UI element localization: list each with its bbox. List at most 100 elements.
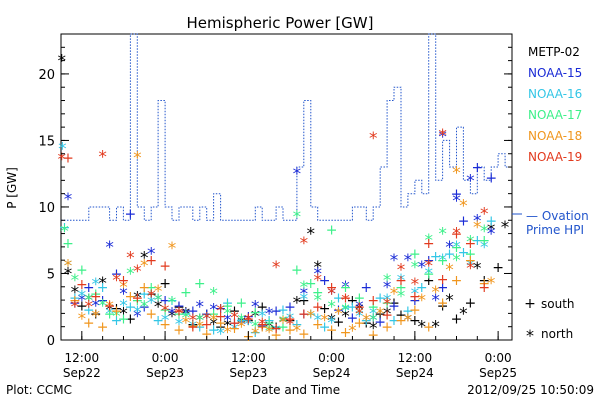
symbol-legend-glyph: + — [524, 296, 536, 312]
data-point-south: + — [229, 316, 241, 332]
data-point-south: + — [471, 160, 483, 176]
data-point-north: * — [189, 311, 198, 331]
data-point-north: * — [431, 291, 440, 311]
data-point-north: * — [251, 307, 260, 327]
data-point-north: * — [383, 304, 392, 324]
data-point-north: * — [452, 163, 461, 183]
data-point-south: + — [444, 247, 456, 263]
data-point-south: + — [125, 289, 137, 305]
data-point-north: * — [64, 190, 73, 210]
data-point-north: * — [230, 308, 239, 328]
data-point-south: + — [256, 317, 268, 333]
data-point-south: + — [145, 253, 157, 269]
data-point-south: + — [62, 236, 74, 252]
data-point-north: * — [327, 284, 336, 304]
data-point-north: * — [313, 311, 322, 331]
data-point-north: * — [445, 291, 454, 311]
data-point-south: + — [97, 280, 109, 296]
data-point-south: + — [187, 318, 199, 334]
data-point-north: * — [293, 322, 302, 342]
data-point-south: + — [326, 223, 338, 239]
data-point-south: + — [69, 296, 81, 312]
data-point-south: + — [451, 227, 463, 243]
data-point-south: + — [173, 300, 185, 316]
x-tick-date: Sep24 — [313, 366, 351, 380]
x-tick-time: 0:00 — [152, 351, 179, 365]
data-point-south: + — [319, 320, 331, 336]
data-point-north: * — [334, 304, 343, 324]
data-point-north: * — [251, 324, 260, 344]
data-point-south: + — [465, 247, 477, 263]
data-point-north: * — [237, 311, 246, 331]
data-point-south: + — [451, 187, 463, 203]
data-point-north: * — [369, 129, 378, 149]
data-point-north: * — [105, 298, 114, 318]
data-point-north: * — [445, 238, 454, 258]
data-point-north: * — [438, 251, 447, 271]
data-point-south: + — [180, 285, 192, 301]
data-point-south: + — [423, 266, 435, 282]
x-axis: 12:00Sep220:00Sep2312:00Sep230:00Sep2412… — [60, 331, 517, 380]
data-point-north: * — [501, 218, 510, 238]
data-point-south: + — [478, 280, 490, 296]
data-point-north: * — [216, 302, 225, 322]
chart-title: Hemispheric Power [GW] — [187, 14, 374, 32]
data-point-north: * — [71, 283, 80, 303]
data-point-north: * — [230, 320, 239, 340]
data-point-north: * — [168, 239, 177, 259]
data-point-south: + — [201, 306, 213, 322]
data-point-south: + — [353, 316, 365, 332]
y-axis-label: P [GW] — [5, 167, 19, 209]
data-point-north: * — [286, 310, 295, 330]
data-point-south: + — [145, 286, 157, 302]
data-point-north: * — [119, 284, 128, 304]
data-point-north: * — [452, 238, 461, 258]
data-point-south: + — [284, 300, 296, 316]
data-point-north: * — [140, 249, 149, 269]
data-point-south: + — [381, 308, 393, 324]
data-point-north: * — [390, 251, 399, 271]
data-point-north: * — [265, 304, 274, 324]
data-point-north: * — [466, 171, 475, 191]
data-point-north: * — [182, 306, 191, 326]
data-point-north: * — [313, 258, 322, 278]
legend-entry: NOAA-19 — [528, 150, 582, 164]
data-point-north: * — [202, 310, 211, 330]
data-point-north: * — [98, 296, 107, 316]
data-point-south: + — [159, 317, 171, 333]
data-point-north: * — [182, 314, 191, 334]
data-point-north: * — [307, 225, 316, 245]
data-point-south: + — [423, 253, 435, 269]
ovation-step-line — [61, 33, 512, 221]
data-point-north: * — [209, 315, 218, 335]
data-point-south: + — [395, 273, 407, 289]
data-point-south: + — [437, 296, 449, 312]
data-point-north: * — [140, 298, 149, 318]
data-point-south: + — [145, 280, 157, 296]
x-tick-date: Sep24 — [396, 366, 434, 380]
data-point-north: * — [85, 291, 94, 311]
data-point-north: * — [223, 316, 232, 336]
data-point-north: * — [71, 271, 80, 291]
data-point-north: * — [480, 238, 489, 258]
data-point-north: * — [369, 304, 378, 324]
data-point-north: * — [459, 197, 468, 217]
data-point-south: + — [166, 293, 178, 309]
plot-frame — [60, 33, 513, 341]
data-point-north: * — [196, 298, 205, 318]
data-point-south: + — [312, 317, 324, 333]
data-point-north: * — [57, 150, 66, 170]
data-point-north: * — [168, 304, 177, 324]
data-point-north: * — [112, 271, 121, 291]
data-point-north: * — [313, 271, 322, 291]
data-point-north: * — [438, 225, 447, 245]
data-point-south: + — [201, 306, 213, 322]
data-point-south: + — [131, 290, 143, 306]
data-point-south: + — [97, 320, 109, 336]
x-tick-time: 12:00 — [65, 351, 100, 365]
data-point-south: + — [437, 272, 449, 288]
data-point-south: + — [381, 296, 393, 312]
data-point-south: + — [90, 289, 102, 305]
data-point-south: + — [229, 316, 241, 332]
data-point-north: * — [133, 303, 142, 323]
